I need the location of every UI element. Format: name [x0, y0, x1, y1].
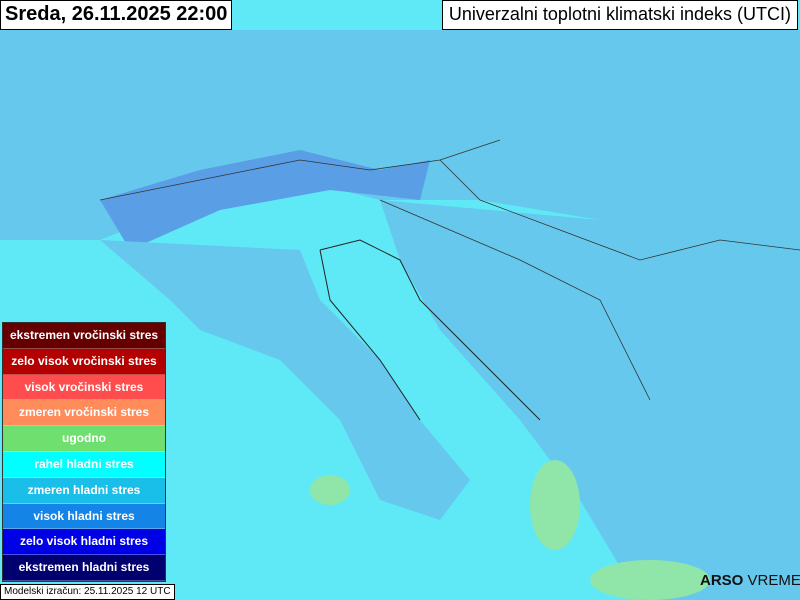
- model-run-label: Modelski izračun: 25.11.2025 12 UTC: [0, 584, 175, 600]
- legend-item: rahel hladni stres: [3, 451, 165, 478]
- adriatic-coastline: [319, 239, 541, 421]
- legend: ekstremen vročinski stres zelo visok vro…: [2, 322, 166, 582]
- logo-text-arso: ARSO: [700, 572, 744, 589]
- legend-item: visok hladni stres: [3, 503, 165, 530]
- italy-land: [100, 240, 470, 520]
- logo-text-vreme: VREME: [747, 572, 800, 589]
- comfortable-area: [310, 475, 350, 505]
- legend-item: zelo visok hladni stres: [3, 529, 165, 556]
- alps-band: [100, 150, 430, 250]
- country-borders: [99, 139, 800, 401]
- legend-item: visok vročinski stres: [3, 374, 165, 401]
- map-title: Univerzalni toplotni klimatski indeks (U…: [441, 0, 798, 30]
- legend-item: ekstremen hladni stres: [3, 555, 165, 581]
- legend-item: zmeren vročinski stres: [3, 400, 165, 427]
- legend-item: zmeren hladni stres: [3, 477, 165, 504]
- forecast-date: Sreda, 26.11.2025 22:00: [0, 0, 233, 30]
- legend-item: ekstremen vročinski stres: [3, 323, 165, 349]
- arso-logo: ARSO VREME: [700, 572, 800, 590]
- comfortable-area: [590, 560, 710, 600]
- legend-item: ugodno: [3, 426, 165, 452]
- balkans-land: [380, 200, 800, 600]
- legend-item: zelo visok vročinski stres: [3, 348, 165, 375]
- comfortable-area: [530, 460, 580, 550]
